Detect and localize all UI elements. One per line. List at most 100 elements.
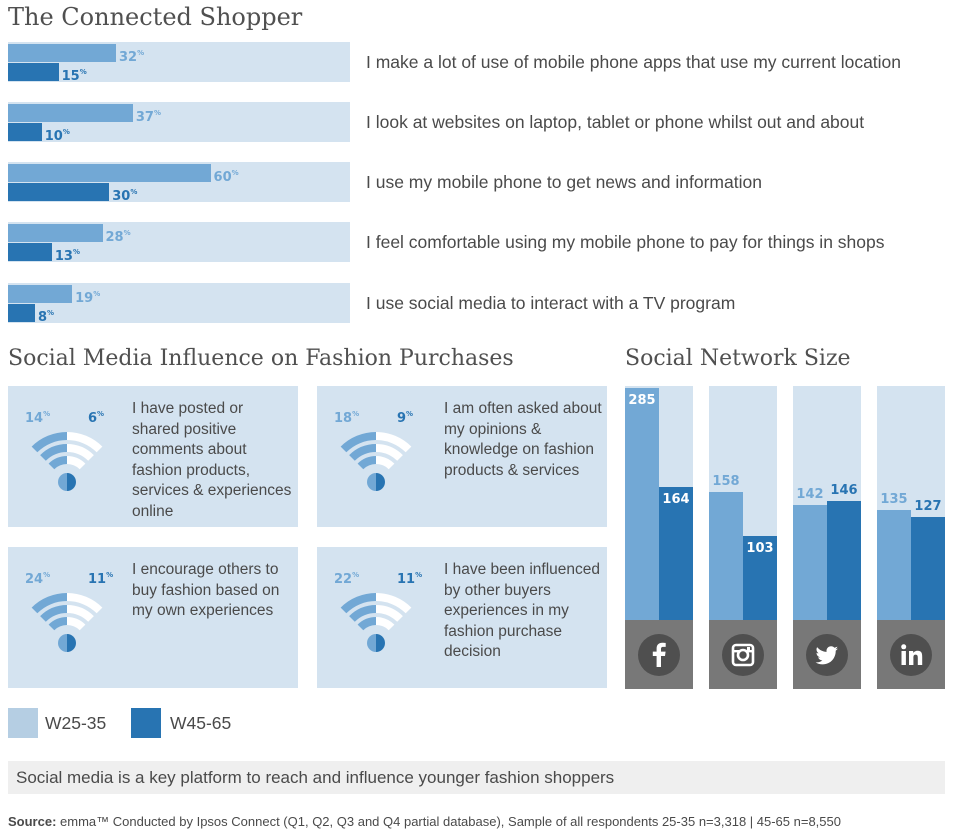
influence-value-w45-65: 11%: [397, 571, 422, 587]
pct-sign: %: [415, 571, 423, 579]
wifi-icon: [340, 593, 412, 652]
bar-label-w45-65: 127: [914, 498, 942, 514]
connected-row: 19% 8%: [8, 283, 350, 325]
bar-label-w45-65: 13%: [55, 243, 80, 266]
legend-swatch-w45-65: [131, 708, 161, 738]
pct-sign: %: [137, 49, 145, 57]
influence-value-w45-65: 11%: [88, 571, 113, 587]
wifi-arc-right: [66, 432, 103, 453]
bar-label-w25-35: 32%: [119, 44, 144, 67]
wifi-arc-right: [375, 593, 412, 614]
bar-w45-65: [8, 123, 42, 141]
wifi-arc-left: [40, 444, 68, 461]
bar-w25-35: [8, 285, 73, 303]
bar-w45-65: [659, 486, 693, 620]
connected-row: 37% 10%: [8, 102, 350, 144]
twitter-icon-glyph: [815, 646, 838, 665]
bar-w25-35: [793, 504, 827, 620]
source-text: emma™ Conducted by Ipsos Connect (Q1, Q2…: [56, 814, 841, 829]
network-column: 142 146: [793, 386, 861, 689]
instagram-icon: [722, 634, 764, 676]
network-column: 135 127: [877, 386, 945, 689]
bar-w45-65: [8, 183, 110, 201]
bar-label-w25-35: 19%: [75, 285, 100, 308]
bar-value: 15: [61, 69, 80, 84]
wifi-arc-left: [349, 605, 377, 622]
statement-label: I use social media to interact with a TV…: [366, 293, 736, 313]
bar-w45-65: [8, 304, 35, 322]
instagram-icon-glyph: [731, 643, 755, 667]
bar-label-w25-35: 285: [628, 393, 656, 409]
wifi-arc-left: [340, 432, 377, 453]
influence-statement: I have been influenced by other buyers e…: [444, 561, 600, 660]
wifi-arc-right: [375, 456, 395, 470]
wifi-arc-left: [31, 432, 68, 453]
bar-label-w25-35: 37%: [136, 104, 161, 127]
bar-w45-65: [911, 516, 945, 620]
bar-value: 19: [75, 291, 94, 306]
bar-value: 28: [105, 230, 124, 245]
influence-value-w25-35: 22%: [334, 571, 359, 587]
bar-label-w45-65: 164: [662, 491, 690, 507]
value: 18: [334, 411, 353, 426]
wifi-arc-left: [349, 444, 377, 461]
wifi-icon-wrap: [331, 579, 421, 664]
pct-sign: %: [153, 109, 161, 117]
bar-w45-65: [8, 243, 52, 261]
bar-label-w45-65: 30%: [112, 183, 137, 206]
statement-label: I use my mobile phone to get news and in…: [366, 172, 762, 192]
wifi-arc-left: [357, 617, 377, 631]
influence-statement: I am often asked about my opinions & kno…: [444, 400, 602, 479]
influence-value-w45-65: 6%: [88, 410, 104, 426]
value: 9: [397, 411, 407, 426]
bar-label-w45-65: 10%: [45, 123, 70, 146]
wifi-arc-left: [340, 593, 377, 614]
twitter-icon: [806, 634, 848, 676]
influence-value-w45-65: 9%: [397, 410, 413, 426]
wifi-arc-right: [375, 432, 412, 453]
pct-sign: %: [123, 229, 131, 237]
bar-label-w25-35: 142: [796, 486, 824, 502]
bar-w45-65: [8, 63, 59, 81]
wifi-dot-left: [58, 634, 67, 652]
wifi-arc-right: [66, 617, 86, 631]
bar-label-w45-65: 15%: [62, 63, 87, 86]
pct-sign: %: [43, 571, 51, 579]
connected-row: 28% 13%: [8, 222, 350, 264]
wifi-dot-right: [67, 634, 76, 652]
wifi-arc-left: [48, 617, 68, 631]
influence-statement: I encourage others to buy fashion based …: [132, 561, 280, 619]
influence-value-w25-35: 18%: [334, 410, 359, 426]
bar-w45-65: [827, 501, 861, 620]
bar-value: 10: [44, 129, 63, 144]
summary-banner-text: Social media is a key platform to reach …: [16, 768, 615, 787]
wifi-icon: [31, 432, 103, 491]
pct-sign: %: [406, 410, 414, 418]
network-size-title: Social Network Size: [625, 346, 851, 371]
bar-value: 8: [38, 310, 48, 325]
bar-w25-35: [8, 224, 103, 242]
network-icon-footer: [709, 620, 777, 689]
summary-banner: Social media is a key platform to reach …: [8, 761, 945, 794]
pct-sign: %: [79, 68, 87, 76]
value: 11: [397, 572, 416, 587]
social-influence-title: Social Media Influence on Fashion Purcha…: [8, 346, 514, 371]
pct-sign: %: [93, 290, 101, 298]
influence-panel: 14% 6% I have posted or shared positive co…: [8, 386, 298, 527]
bar-w45-65: [743, 536, 777, 620]
influence-statement: I have posted or shared positive comment…: [132, 400, 292, 520]
wifi-arc-right: [375, 605, 403, 622]
bar-label-w45-65: 103: [746, 541, 774, 557]
wifi-dot-right: [67, 473, 76, 491]
connected-row: 60% 30%: [8, 162, 350, 204]
connected-row: 32% 15%: [8, 42, 350, 84]
bar-value: 32: [119, 50, 138, 65]
bar-value: 13: [54, 249, 73, 264]
pct-sign: %: [352, 410, 360, 418]
bar-w25-35: [8, 164, 211, 182]
network-icon-footer: [625, 620, 693, 689]
influence-panel: 24% 11% I encourage others to buy fashion …: [8, 547, 298, 688]
bar-w25-35: [8, 104, 133, 122]
bar-value: 60: [213, 170, 232, 185]
linkedin-icon-glyph: [901, 644, 923, 665]
